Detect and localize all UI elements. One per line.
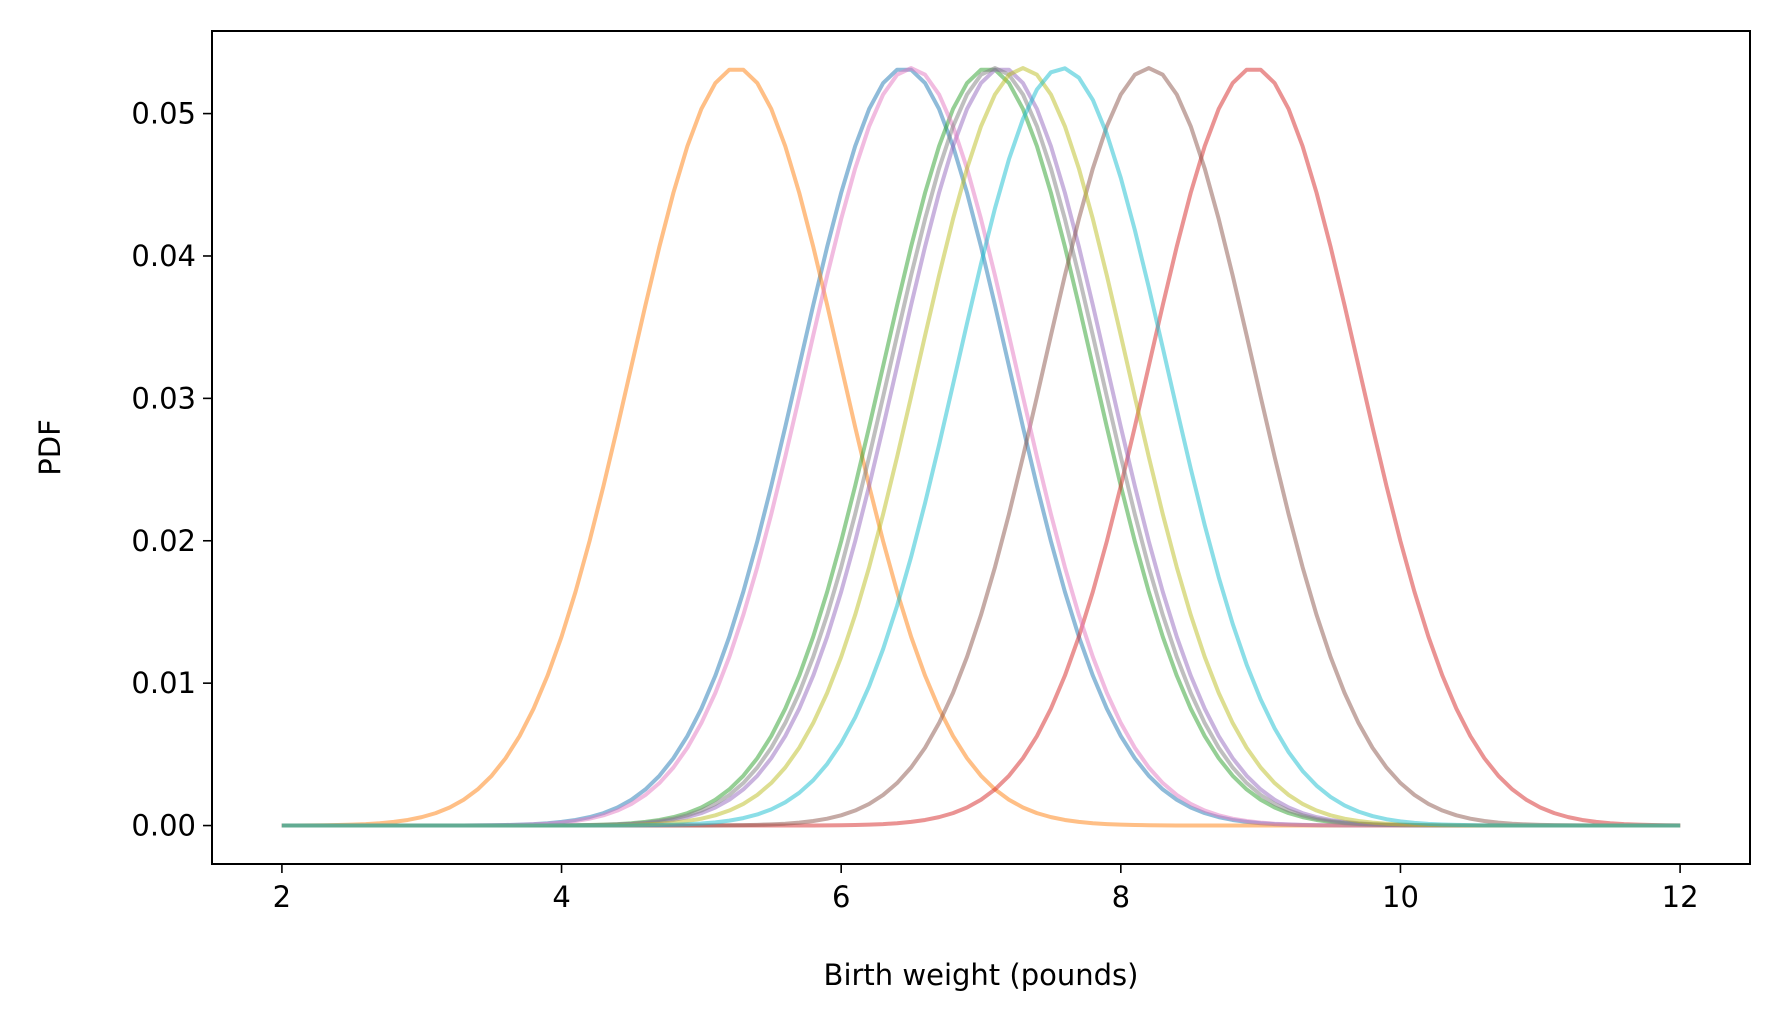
x-tick-label: 4 (552, 880, 570, 914)
y-tick-label: 0.04 (131, 239, 196, 273)
y-tick-label: 0.05 (131, 97, 196, 131)
x-tick-label: 10 (1382, 880, 1419, 914)
y-axis: 0.00 0.01 0.02 0.03 0.04 0.05 (131, 97, 212, 843)
x-tick-label: 6 (832, 880, 850, 914)
y-axis-label: PDF (33, 419, 67, 476)
x-tick-label: 12 (1662, 880, 1699, 914)
y-tick-label: 0.00 (131, 809, 196, 843)
x-tick-label: 8 (1112, 880, 1130, 914)
y-tick-label: 0.02 (131, 524, 196, 558)
series-group (281, 66, 1681, 828)
series-line-10 (281, 66, 1681, 828)
y-tick-label: 0.01 (131, 666, 196, 700)
x-tick-label: 2 (273, 880, 291, 914)
x-axis-label: Birth weight (pounds) (824, 958, 1139, 992)
plot-frame (211, 30, 1751, 865)
y-tick-label: 0.03 (131, 381, 196, 415)
x-axis: 2 4 6 8 10 12 (273, 864, 1699, 914)
